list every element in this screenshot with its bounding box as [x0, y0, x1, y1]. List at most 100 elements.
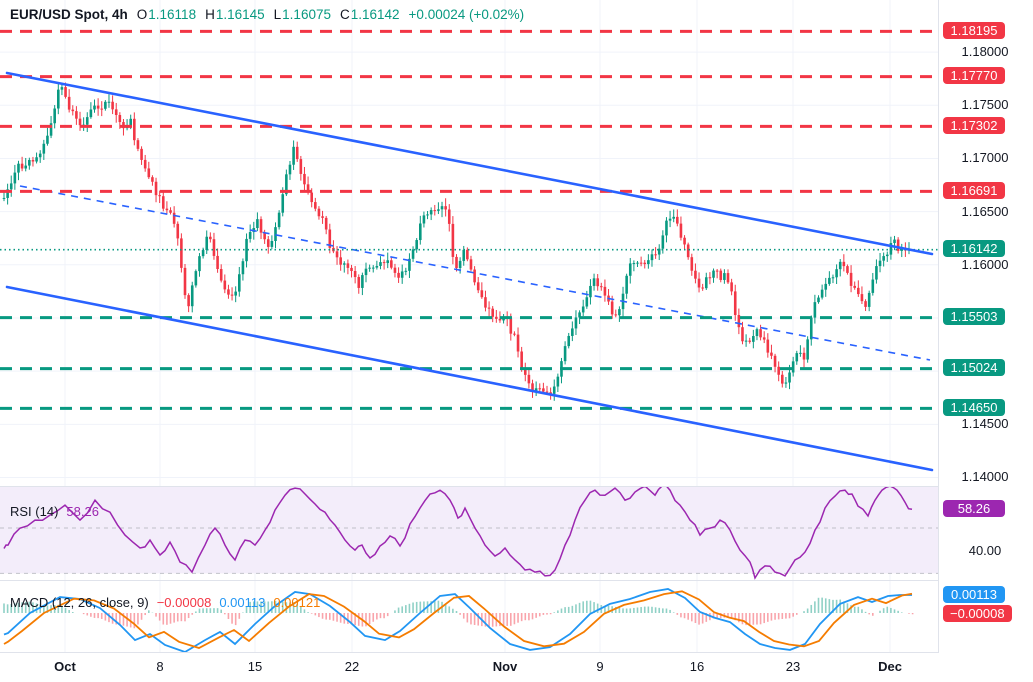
candle-body	[480, 290, 484, 298]
candle-body	[194, 271, 198, 286]
candle-body	[440, 206, 444, 210]
channel-upper-line[interactable]	[5, 71, 934, 256]
macd-hist-bar	[477, 612, 480, 626]
low-readout: L 1.16075	[274, 7, 331, 22]
macd-hist-value: −0.00008	[156, 595, 212, 610]
macd-hist-bar	[263, 601, 266, 613]
candle-body	[469, 259, 473, 270]
candle-body	[690, 257, 694, 271]
high-value: 1.16145	[215, 7, 265, 22]
candle-body	[24, 165, 28, 169]
macd-hist-bar	[618, 607, 621, 613]
candle-body	[853, 285, 856, 288]
candle-body	[893, 239, 896, 244]
candle-body	[49, 123, 53, 136]
macd-hist-bar	[774, 612, 776, 620]
macd-hist-bar	[452, 608, 454, 613]
candle-body	[476, 282, 480, 291]
macd-hist-bar	[607, 605, 610, 613]
macd-hist-bar	[176, 612, 179, 622]
macd-hist-bar	[122, 612, 125, 626]
macd-hist-bar	[100, 612, 103, 619]
candle-body	[408, 258, 411, 271]
macd-hist-bar	[278, 601, 280, 613]
open-value: 1.16118	[148, 7, 197, 22]
macd-label: MACD (12, 26, close, 9)	[10, 595, 149, 610]
macd-hist-bar	[647, 606, 650, 613]
macd-hist-bar	[64, 607, 67, 613]
macd-hist-bar	[756, 612, 758, 625]
macd-hist-bar	[368, 612, 371, 625]
macd-hist-bar	[817, 597, 820, 613]
candle-body	[802, 352, 806, 360]
time-axis[interactable]: Oct 8 15 22 Nov 9 16 23 Dec	[0, 653, 1033, 682]
candle-body	[85, 117, 89, 125]
candle-body	[578, 312, 581, 318]
candle-body	[422, 215, 426, 224]
macd-hist-bar	[205, 608, 208, 613]
rsi-panel-canvas[interactable]	[0, 487, 939, 580]
macd-hist-bar	[444, 604, 447, 613]
macd-hist-bar	[908, 612, 910, 614]
high-label: H	[205, 7, 215, 22]
macd-hist-bar	[158, 612, 161, 621]
candle-body	[17, 163, 20, 173]
macd-hist-bar	[448, 606, 451, 613]
macd-hist-bar	[401, 606, 403, 613]
macd-hist-bar	[227, 612, 230, 620]
candle-body	[20, 163, 24, 169]
resistance-price-badge: 1.18195	[943, 21, 1005, 39]
candle-body	[371, 267, 375, 269]
macd-hist-bar	[596, 603, 599, 613]
macd-hist-bar	[267, 601, 270, 613]
high-readout: H 1.16145	[205, 7, 265, 22]
candle-body	[723, 273, 726, 280]
candle-body	[762, 337, 766, 340]
macd-hist-bar	[329, 612, 331, 620]
price-axis[interactable]: 58.26 40.00 0.00113 −0.00008 1.18000 1.17…	[939, 0, 1033, 653]
macd-hist-bar	[166, 612, 168, 625]
support-price-badge: 1.14650	[943, 398, 1005, 416]
macd-hist-bar	[567, 606, 570, 613]
candle-body	[165, 208, 169, 211]
candle-body	[136, 140, 140, 149]
candle-body	[129, 118, 132, 126]
open-label: O	[136, 7, 148, 22]
candle-body	[686, 244, 690, 258]
channel-lower-line[interactable]	[5, 285, 934, 472]
macd-hist-bar	[861, 609, 863, 613]
candle-body	[303, 173, 306, 185]
support-price-badge: 1.15024	[943, 359, 1005, 377]
candle-body	[419, 223, 422, 241]
macd-hist-bar	[531, 612, 534, 620]
macd-hist-bar	[593, 602, 595, 613]
candle-body	[451, 223, 455, 257]
macd-hist-bar	[712, 612, 715, 619]
candle-body	[632, 263, 636, 265]
candle-body	[857, 287, 860, 295]
candle-body	[574, 317, 578, 329]
macd-hist-bar	[629, 608, 632, 613]
macd-hist-bar	[148, 610, 150, 613]
channel-midline[interactable]	[19, 185, 931, 361]
candle-body	[708, 277, 712, 279]
candle-body	[281, 194, 285, 213]
candle-body	[647, 260, 650, 265]
candle-body	[900, 249, 904, 251]
macd-hist-bar	[716, 612, 718, 619]
price-chart-canvas[interactable]	[0, 0, 939, 487]
candle-body	[871, 279, 875, 293]
candle-body	[133, 118, 136, 141]
macd-hist-bar	[408, 603, 411, 613]
macd-hist-bar	[792, 612, 794, 617]
candle-body	[393, 267, 397, 273]
candle-body	[509, 318, 513, 334]
candle-body	[285, 174, 288, 195]
candle-body	[538, 388, 542, 390]
macd-hist-bar	[379, 612, 382, 619]
macd-panel-canvas[interactable]	[0, 581, 939, 652]
macd-hist-bar	[187, 612, 190, 619]
candle-body	[882, 256, 885, 261]
candle-body	[64, 87, 67, 97]
